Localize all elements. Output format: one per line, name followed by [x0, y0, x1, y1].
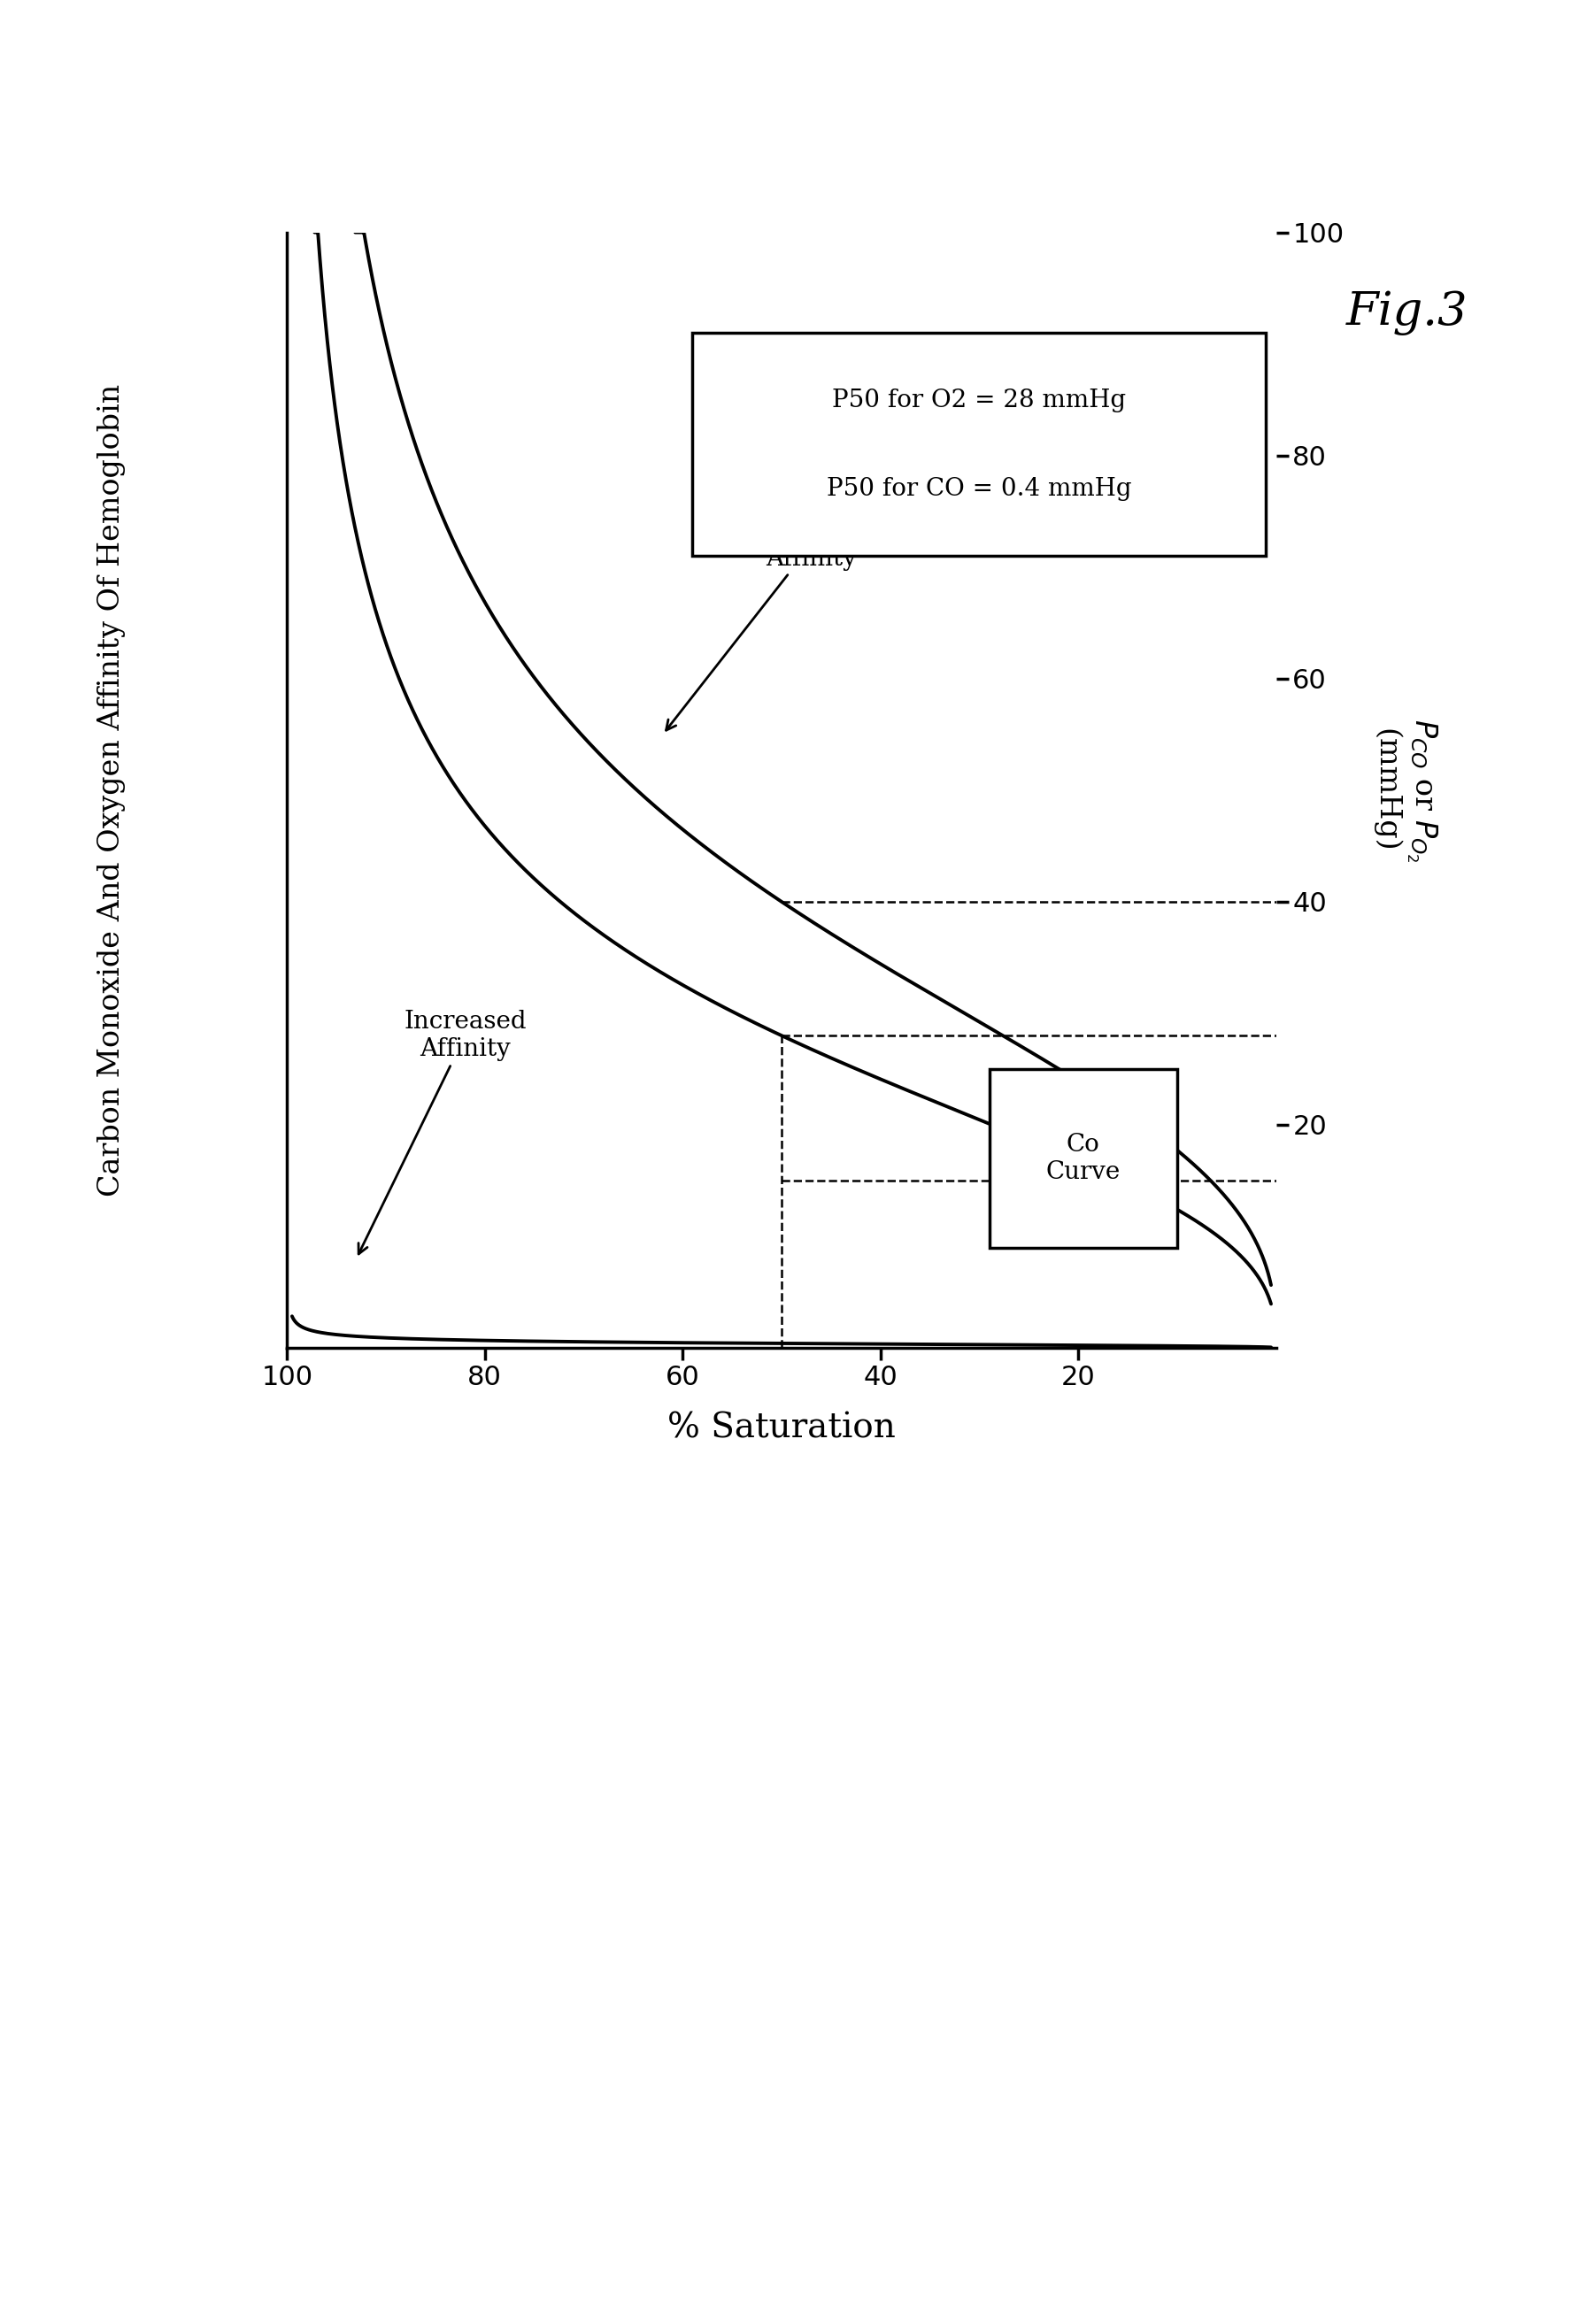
Text: Increased
Affinity: Increased Affinity [359, 1011, 526, 1255]
FancyBboxPatch shape [692, 332, 1266, 555]
Y-axis label: $P_{CO}$ or $P_{O_2}$
(mmHg): $P_{CO}$ or $P_{O_2}$ (mmHg) [1372, 718, 1439, 862]
Text: Carbon Monoxide And Oxygen Affinity Of Hemoglobin: Carbon Monoxide And Oxygen Affinity Of H… [97, 383, 126, 1197]
Text: Co
Curve: Co Curve [1046, 1132, 1120, 1183]
Text: Decreased
Affinity: Decreased Affinity [667, 518, 877, 730]
FancyBboxPatch shape [989, 1069, 1177, 1248]
Text: Fig.3: Fig.3 [1346, 290, 1467, 335]
X-axis label: % Saturation: % Saturation [667, 1413, 896, 1446]
Text: P50 for CO = 0.4 mmHg: P50 for CO = 0.4 mmHg [826, 476, 1132, 500]
Text: P50 for O2 = 28 mmHg: P50 for O2 = 28 mmHg [833, 388, 1126, 411]
